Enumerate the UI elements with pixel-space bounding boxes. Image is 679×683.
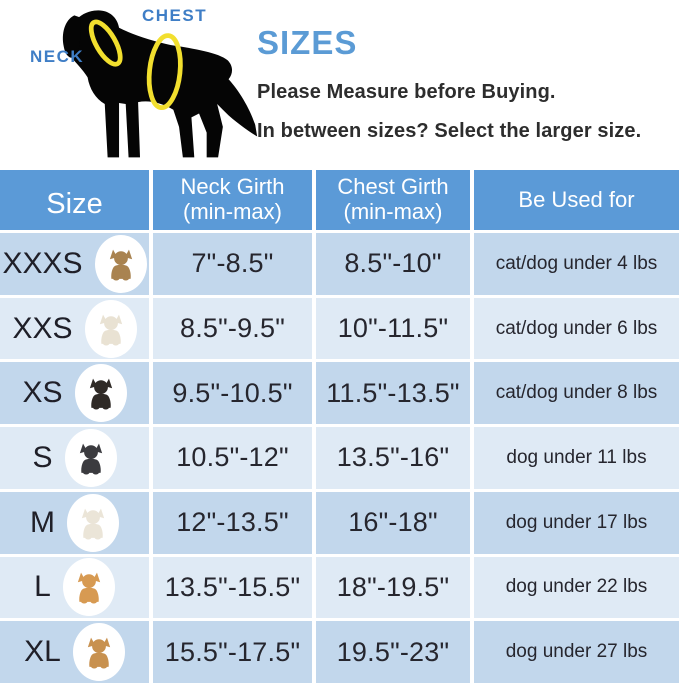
table-row-xl-neck-cell: 15.5"-17.5" (153, 621, 312, 683)
corgi-icon (72, 568, 106, 606)
column-header-neck-girth: Neck Girth (min-max) (153, 170, 312, 230)
dog-measurement-diagram (62, 10, 258, 158)
table-row-xxs-neck-cell: 8.5"-9.5" (153, 297, 312, 360)
table-row-s-used-cell: dog under 11 lbs (474, 427, 679, 489)
neck-label: NECK (30, 47, 85, 66)
column-header-size: Size (0, 170, 149, 230)
shiba-inu-icon (82, 633, 116, 671)
dog-photo (67, 493, 119, 552)
bichon-frise-icon (76, 504, 110, 542)
dog-silhouette-icon (62, 10, 258, 158)
column-header-label: Size (46, 187, 103, 220)
table-row-xs-chest-cell: 11.5"-13.5" (316, 362, 470, 425)
table-row-xxs-used-cell: cat/dog under 6 lbs (474, 297, 679, 360)
size-label: L (34, 570, 51, 604)
column-header-sublabel: (min-max) (183, 199, 282, 224)
dog-photo (62, 558, 115, 617)
table-row-xs-used-cell: cat/dog under 8 lbs (474, 362, 679, 425)
table-row-m-used-cell: dog under 17 lbs (474, 491, 679, 554)
dog-photo (74, 364, 127, 423)
size-label: XXS (12, 311, 73, 345)
samoyed-icon (94, 310, 128, 348)
measure-instruction: Please Measure before Buying. (257, 80, 556, 103)
chest-girth-ring-icon (146, 33, 183, 111)
chihuahua-icon (84, 374, 118, 412)
table-row-xs-neck-cell: 9.5"-10.5" (153, 362, 312, 425)
dog-photo (64, 428, 117, 487)
table-row-l-used-cell: dog under 22 lbs (474, 556, 679, 619)
table-row-xl-chest-cell: 19.5"-23" (316, 621, 470, 683)
column-header-label: Chest Girth (337, 174, 449, 200)
table-row-xs-size-cell: XS (0, 362, 149, 425)
table-row-l-chest-cell: 18"-19.5" (316, 556, 470, 619)
boston-terrier-icon (74, 439, 108, 477)
table-row-s-size-cell: S (0, 427, 149, 489)
table-row-xl-size-cell: XL (0, 621, 149, 683)
table-row-m-size-cell: M (0, 491, 149, 554)
table-row-l-size-cell: L (0, 556, 149, 619)
neck-girth-ring-icon (88, 19, 123, 67)
size-table: Size Neck Girth (min-max) Chest Girth (m… (0, 170, 679, 683)
table-row-xxxs-neck-cell: 7"-8.5" (153, 233, 312, 295)
table-row-xxxs-used-cell: cat/dog under 4 lbs (474, 233, 679, 295)
hero-text-block: SIZES Please Measure before Buying. In b… (257, 24, 675, 145)
table-row-xxs-chest-cell: 10"-11.5" (316, 297, 470, 360)
size-label: XXXS (2, 246, 83, 280)
size-label: S (32, 440, 53, 474)
dog-photo (72, 623, 125, 682)
column-header-label: Neck Girth (180, 174, 285, 200)
table-row-l-neck-cell: 13.5"-15.5" (153, 556, 312, 619)
dog-photo (94, 234, 147, 293)
chest-label: CHEST (142, 6, 208, 25)
page-title: SIZES (257, 24, 358, 61)
table-row-m-neck-cell: 12"-13.5" (153, 491, 312, 554)
size-label: XS (22, 376, 63, 410)
column-header-chest-girth: Chest Girth (min-max) (316, 170, 470, 230)
hero-section: NECK CHEST SIZES Please Measure before B… (0, 0, 679, 170)
table-row-xxs-size-cell: XXS (0, 297, 149, 360)
column-header-sublabel: (min-max) (343, 199, 443, 224)
column-header-be-used-for: Be Used for (474, 170, 679, 230)
column-header-label: Be Used for (518, 186, 635, 212)
yorkshire-terrier-icon (104, 245, 138, 283)
table-row-xl-used-cell: dog under 27 lbs (474, 621, 679, 683)
size-label: M (30, 505, 55, 539)
table-row-xxxs-chest-cell: 8.5"-10" (316, 233, 470, 295)
table-row-s-chest-cell: 13.5"-16" (316, 427, 470, 489)
table-row-xxxs-size-cell: XXXS (0, 233, 149, 295)
table-row-m-chest-cell: 16"-18" (316, 491, 470, 554)
dog-photo (84, 299, 137, 358)
table-row-s-neck-cell: 10.5"-12" (153, 427, 312, 489)
size-label: XL (24, 635, 61, 669)
between-sizes-instruction: In between sizes? Select the larger size… (257, 119, 642, 142)
